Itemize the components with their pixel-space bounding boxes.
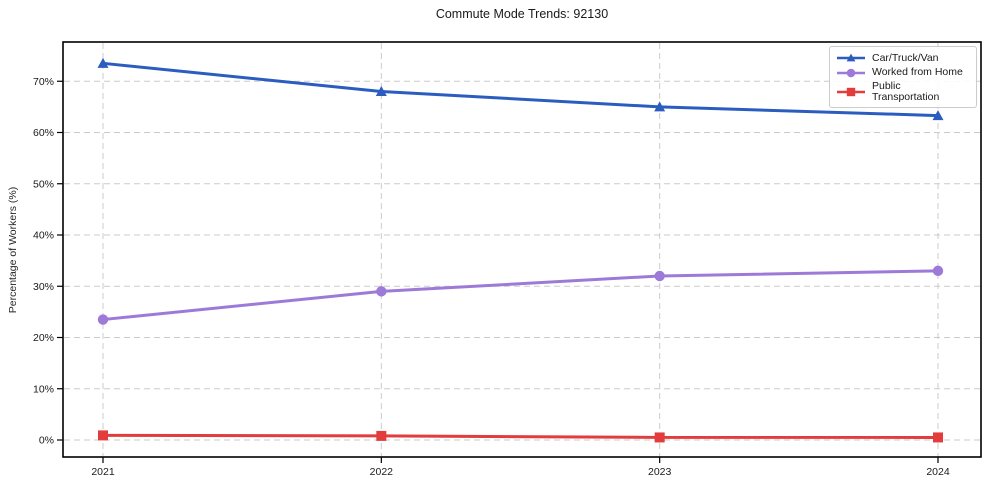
- y-tick-label: 70%: [33, 76, 54, 88]
- legend-label: Public Transportation: [872, 80, 940, 103]
- marker-square-public-transportation: [654, 432, 665, 443]
- y-tick-label: 10%: [33, 383, 54, 395]
- series-line-public-transportation: [101, 433, 940, 439]
- legend-swatch: [837, 87, 865, 96]
- series-line-car-truck-van: [101, 61, 940, 118]
- series-line-worked-from-home: [101, 269, 940, 322]
- marker-square-public-transportation: [98, 430, 108, 441]
- legend-label: Worked from Home: [872, 66, 963, 79]
- y-tick-label: 40%: [33, 230, 54, 242]
- marker-triangle-car-truck-van: [97, 57, 109, 68]
- legend-swatch: [837, 68, 865, 77]
- x-tick-label: 2024: [926, 466, 950, 478]
- marker-triangle-car-truck-van: [654, 101, 666, 112]
- marker-circle-worked-from-home: [654, 270, 665, 282]
- legend-swatch: [837, 53, 865, 62]
- x-tick-label: 2022: [370, 466, 394, 478]
- y-tick-label: 0%: [39, 435, 54, 447]
- marker-square-public-transportation: [376, 430, 387, 441]
- y-tick-label: 60%: [33, 127, 54, 139]
- legend-label: Car/Truck/Van: [872, 51, 939, 64]
- x-tick-label: 2023: [648, 466, 672, 478]
- chart-title: Commute Mode Trends: 92130: [435, 7, 609, 21]
- y-tick-label: 50%: [33, 178, 54, 190]
- y-tick-label: 20%: [33, 332, 54, 344]
- legend-item-car-truck-van: Car/Truck/Van: [836, 52, 970, 64]
- marker-triangle-car-truck-van: [932, 110, 944, 121]
- marker-circle-worked-from-home: [932, 265, 944, 277]
- legend-triangle-icon: [846, 53, 856, 62]
- legend-square-icon: [846, 87, 856, 96]
- y-tick-label: 30%: [33, 281, 54, 293]
- legend-circle-icon: [846, 68, 856, 77]
- marker-triangle-car-truck-van: [375, 86, 387, 96]
- legend: Car/Truck/Van Worked from Home Public Tr…: [829, 46, 977, 108]
- marker-circle-worked-from-home: [376, 286, 387, 297]
- marker-square-public-transportation: [933, 432, 943, 443]
- legend-item-public-transportation: Public Transportation: [836, 81, 970, 102]
- x-tick-label: 2021: [91, 466, 115, 478]
- marker-circle-worked-from-home: [97, 314, 109, 325]
- plot-frame: [62, 41, 982, 458]
- legend-item-worked-from-home: Worked from Home: [836, 67, 970, 79]
